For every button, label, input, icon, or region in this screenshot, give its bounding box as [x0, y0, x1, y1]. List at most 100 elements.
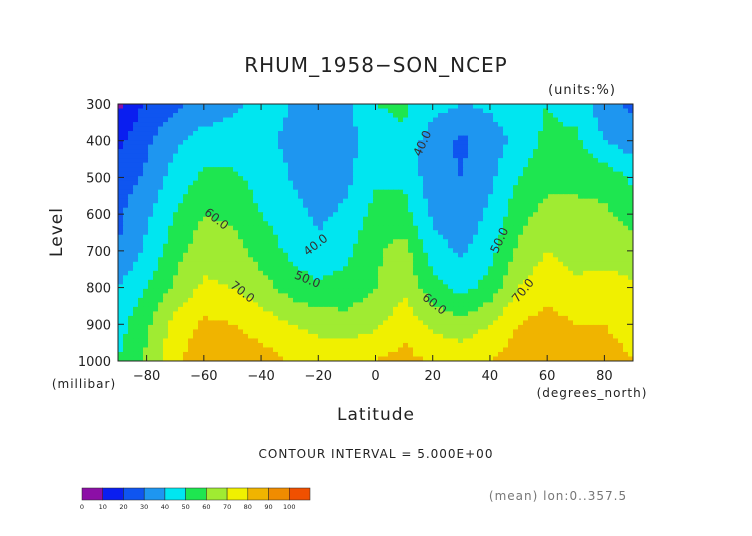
field-cell [123, 266, 129, 272]
field-cell [133, 261, 139, 267]
field-cell [403, 230, 409, 236]
field-cell [443, 171, 449, 177]
field-cell [308, 239, 314, 245]
field-cell [538, 176, 544, 182]
field-cell [298, 221, 304, 227]
field-cell [283, 266, 289, 272]
field-cell [433, 104, 439, 110]
field-cell [288, 162, 294, 168]
field-cell [478, 189, 484, 195]
field-cell [578, 306, 584, 312]
field-cell [603, 275, 609, 281]
field-cell [323, 279, 329, 285]
field-cell [133, 270, 139, 276]
field-cell [443, 288, 449, 294]
field-cell [613, 275, 619, 281]
field-cell [138, 122, 144, 128]
field-cell [383, 171, 389, 177]
field-cell [483, 167, 489, 173]
field-cell [428, 311, 434, 317]
field-cell [453, 180, 459, 186]
field-cell [373, 293, 379, 299]
field-cell [498, 297, 504, 303]
field-cell [558, 185, 564, 191]
field-cell [393, 194, 399, 200]
field-cell [333, 171, 339, 177]
field-cell [458, 194, 464, 200]
field-cell [363, 104, 369, 110]
field-cell [198, 230, 204, 236]
field-cell [343, 284, 349, 290]
field-cell [308, 176, 314, 182]
field-cell [418, 225, 424, 231]
field-cell [178, 144, 184, 150]
field-cell [343, 140, 349, 146]
field-cell [563, 180, 569, 186]
field-cell [358, 293, 364, 299]
field-cell [628, 216, 633, 222]
field-cell [573, 297, 579, 303]
field-cell [403, 171, 409, 177]
field-cell [168, 252, 174, 258]
field-cell [148, 284, 154, 290]
field-cell [618, 243, 624, 249]
field-cell [378, 288, 384, 294]
field-cell [368, 144, 374, 150]
field-cell [463, 203, 469, 209]
field-cell [163, 248, 169, 254]
field-cell [243, 221, 249, 227]
field-cell [343, 302, 349, 308]
field-cell [623, 243, 629, 249]
field-cell [308, 306, 314, 312]
field-cell [463, 207, 469, 213]
field-cell [123, 270, 129, 276]
field-cell [428, 284, 434, 290]
field-cell [153, 221, 159, 227]
field-cell [208, 167, 214, 173]
field-cell [523, 234, 529, 240]
field-cell [158, 144, 164, 150]
field-cell [233, 144, 239, 150]
field-cell [378, 252, 384, 258]
field-cell [153, 257, 159, 263]
field-cell [198, 239, 204, 245]
field-cell [423, 266, 429, 272]
field-cell [293, 315, 299, 322]
field-cell [593, 144, 599, 150]
field-cell [313, 230, 319, 236]
field-cell [348, 135, 354, 141]
field-cell [223, 180, 229, 186]
field-cell [433, 270, 439, 276]
field-cell [233, 284, 239, 290]
field-cell [533, 203, 539, 209]
field-cell [218, 176, 224, 182]
field-cell [253, 140, 259, 146]
field-cell [518, 207, 524, 213]
field-cell [198, 117, 204, 123]
field-cell [138, 207, 144, 213]
field-cell [378, 306, 384, 312]
field-cell [473, 266, 479, 272]
field-cell [418, 113, 424, 119]
field-cell [583, 230, 589, 236]
field-cell [503, 234, 509, 240]
field-cell [283, 311, 289, 317]
field-cell [433, 275, 439, 281]
field-cell [353, 203, 359, 209]
field-cell [613, 117, 619, 123]
field-cell [258, 257, 264, 263]
field-cell [203, 302, 209, 308]
field-cell [133, 248, 139, 254]
field-cell [558, 293, 564, 299]
field-cell [288, 203, 294, 209]
field-cell [153, 158, 159, 164]
field-cell [398, 279, 404, 285]
field-cell [628, 149, 633, 155]
field-cell [593, 239, 599, 245]
field-cell [473, 149, 479, 155]
field-cell [328, 297, 334, 303]
field-cell [393, 189, 399, 195]
field-cell [263, 288, 269, 294]
field-cell [283, 180, 289, 186]
field-cell [438, 315, 444, 322]
